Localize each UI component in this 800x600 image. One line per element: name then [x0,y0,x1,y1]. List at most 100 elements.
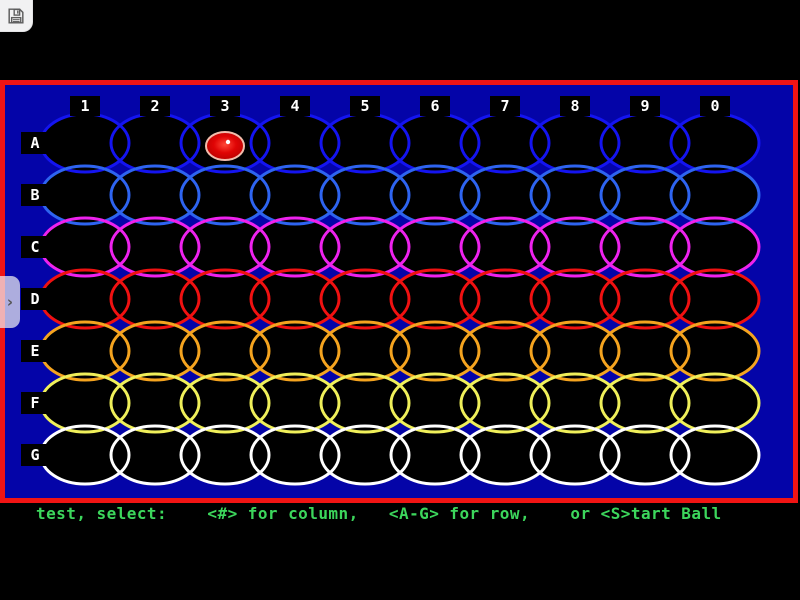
board-circle-fill [321,322,409,380]
board-circle-fill [321,374,409,432]
board-circle-fill [181,374,269,432]
board-circle [459,424,551,486]
row-label: F [21,392,49,414]
board-circle [459,164,551,226]
board-circle [249,320,341,382]
board-circle [179,320,271,382]
board-circle-fill [531,218,619,276]
board-circle [599,216,691,278]
board-circle-fill [251,426,339,484]
board-circle-fill [391,166,479,224]
board-circle [179,372,271,434]
board-circle-fill [531,374,619,432]
board-circle [529,372,621,434]
status-text: test, select: <#> for column, <A-G> for … [36,504,722,523]
board-circle [669,164,761,226]
board-circle [249,216,341,278]
column-header: 5 [350,96,380,116]
column-header: 9 [630,96,660,116]
board-circle [249,424,341,486]
board-circle-fill [391,114,479,172]
board-circle [389,164,481,226]
floppy-disk-icon [8,7,24,24]
board-circle-fill [41,166,129,224]
board-circle-fill [531,114,619,172]
board-circle [389,424,481,486]
board-circle [459,372,551,434]
board-circle [389,372,481,434]
board-circle-fill [671,114,759,172]
board-circle [319,320,411,382]
board-circle [249,372,341,434]
board-circle-fill [251,166,339,224]
board-circle-fill [251,322,339,380]
board-circle-fill [41,322,129,380]
board-circle [109,320,201,382]
board-circle-fill [321,166,409,224]
status-bar: test, select: <#> for column, <A-G> for … [0,504,800,524]
board-circle-fill [321,270,409,328]
row-label: B [21,184,49,206]
board-circle [109,164,201,226]
board-circle [529,164,621,226]
board-circle [459,268,551,330]
board-circle-fill [391,322,479,380]
board-circle-fill [601,374,689,432]
column-header: 1 [70,96,100,116]
board-circle [109,216,201,278]
ball [205,131,245,161]
board-circle [319,372,411,434]
column-header: 3 [210,96,240,116]
board-circle-fill [531,426,619,484]
board-circle [599,372,691,434]
board-circle [319,216,411,278]
board-circle-fill [601,322,689,380]
row-label: E [21,340,49,362]
column-header: 0 [700,96,730,116]
board-circle-fill [601,270,689,328]
board-circle [389,320,481,382]
board-circle-fill [111,426,199,484]
board-circle-fill [321,114,409,172]
column-header: 8 [560,96,590,116]
board-circle [669,268,761,330]
board-circles [39,112,761,486]
board-circle [109,268,201,330]
board-circle-fill [181,218,269,276]
row-label: C [21,236,49,258]
board-circle-fill [181,166,269,224]
board-circle-fill [41,374,129,432]
game-board-frame: 1 2 3 4 5 6 7 8 9 0 A B C D E F G [0,80,798,503]
board-circle [529,320,621,382]
ball-highlight [225,139,231,145]
board-circle [319,268,411,330]
board-circle [669,424,761,486]
board-circle-fill [321,218,409,276]
board-circle-fill [41,114,129,172]
board-circle [389,216,481,278]
board-circle [669,372,761,434]
board-circle-fill [461,322,549,380]
row-label: G [21,444,49,466]
save-button[interactable] [0,0,33,32]
board-circle [599,424,691,486]
board-circle-fill [251,218,339,276]
board-circle [179,216,271,278]
board-circle-fill [251,374,339,432]
board-circle-fill [671,270,759,328]
row-label: A [21,132,49,154]
board-circle-fill [531,322,619,380]
row-label: D [21,288,49,310]
board-circle [389,268,481,330]
board-circle-fill [461,166,549,224]
side-panel-toggle[interactable]: › [0,276,20,328]
board-circle-fill [671,426,759,484]
board-circle-fill [531,270,619,328]
board-circle [179,424,271,486]
board-circle-fill [461,426,549,484]
board-circle-fill [111,270,199,328]
board-circle [319,424,411,486]
column-header: 4 [280,96,310,116]
board-circle-fill [41,426,129,484]
board-circle-fill [461,270,549,328]
